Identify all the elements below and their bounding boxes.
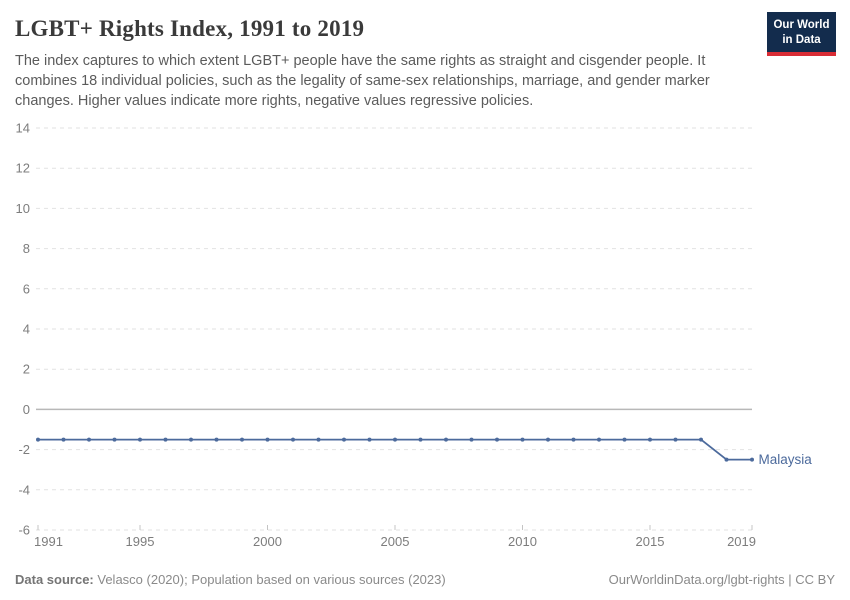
y-tick-label: 10 <box>16 201 30 216</box>
data-point-marker[interactable] <box>597 437 601 442</box>
y-tick-label: -2 <box>18 442 30 457</box>
data-point-marker[interactable] <box>699 437 703 442</box>
data-point-marker[interactable] <box>622 437 627 442</box>
owid-logo-line1: Our World <box>773 19 830 31</box>
data-point-marker[interactable] <box>673 437 678 442</box>
x-tick-label: 1995 <box>126 534 155 549</box>
data-point-marker[interactable] <box>520 437 525 442</box>
data-point-marker[interactable] <box>214 437 219 442</box>
data-point-marker[interactable] <box>444 437 448 442</box>
data-point-marker[interactable] <box>571 437 576 442</box>
data-point-marker[interactable] <box>342 437 346 442</box>
data-point-marker[interactable] <box>367 437 372 442</box>
y-tick-label: -4 <box>18 482 30 497</box>
y-tick-label: -6 <box>18 523 30 538</box>
series-label-malaysia[interactable]: Malaysia <box>759 452 813 467</box>
x-tick-label: 2015 <box>636 534 665 549</box>
y-tick-label: 6 <box>23 281 30 296</box>
data-source-label: Data source: <box>15 572 94 587</box>
data-point-marker[interactable] <box>495 437 499 442</box>
data-point-marker[interactable] <box>61 437 66 442</box>
y-tick-label: 0 <box>23 402 30 417</box>
data-point-marker[interactable] <box>291 437 295 442</box>
y-tick-label: 14 <box>16 121 30 136</box>
data-point-marker[interactable] <box>138 437 142 442</box>
data-point-marker[interactable] <box>240 437 244 442</box>
data-point-marker[interactable] <box>36 437 40 442</box>
data-source-text: Velasco (2020); Population based on vari… <box>97 572 446 587</box>
y-tick-label: 8 <box>23 241 30 256</box>
data-point-marker[interactable] <box>546 437 550 442</box>
data-point-marker[interactable] <box>163 437 168 442</box>
data-point-marker[interactable] <box>469 437 474 442</box>
x-tick-label: 2019 <box>727 534 756 549</box>
data-point-marker[interactable] <box>724 457 729 462</box>
x-tick-label: 2010 <box>508 534 537 549</box>
y-tick-label: 2 <box>23 362 30 377</box>
footer-license: OurWorldinData.org/lgbt-rights | CC BY <box>608 572 835 587</box>
chart-subtitle: The index captures to which extent LGBT+… <box>15 53 710 109</box>
data-point-marker[interactable] <box>316 437 321 442</box>
data-point-marker[interactable] <box>189 437 193 442</box>
data-point-marker[interactable] <box>648 437 652 442</box>
chart-footer: Data source: Velasco (2020); Population … <box>15 572 835 587</box>
data-point-marker[interactable] <box>393 437 397 442</box>
owid-logo[interactable]: Our World in Data <box>767 12 836 56</box>
owid-logo-line2: in Data <box>782 33 821 46</box>
data-point-marker[interactable] <box>418 437 423 442</box>
data-point-marker[interactable] <box>750 457 754 462</box>
page-title: LGBT+ Rights Index, 1991 to 2019 <box>15 16 365 41</box>
data-point-marker[interactable] <box>87 437 91 442</box>
y-tick-label: 4 <box>23 322 30 337</box>
data-point-marker[interactable] <box>112 437 117 442</box>
data-source: Data source: Velasco (2020); Population … <box>15 572 446 587</box>
x-tick-label: 2005 <box>381 534 410 549</box>
data-point-marker[interactable] <box>265 437 270 442</box>
x-tick-label: 2000 <box>253 534 282 549</box>
x-tick-label: 1991 <box>34 534 63 549</box>
y-tick-label: 12 <box>16 161 30 176</box>
